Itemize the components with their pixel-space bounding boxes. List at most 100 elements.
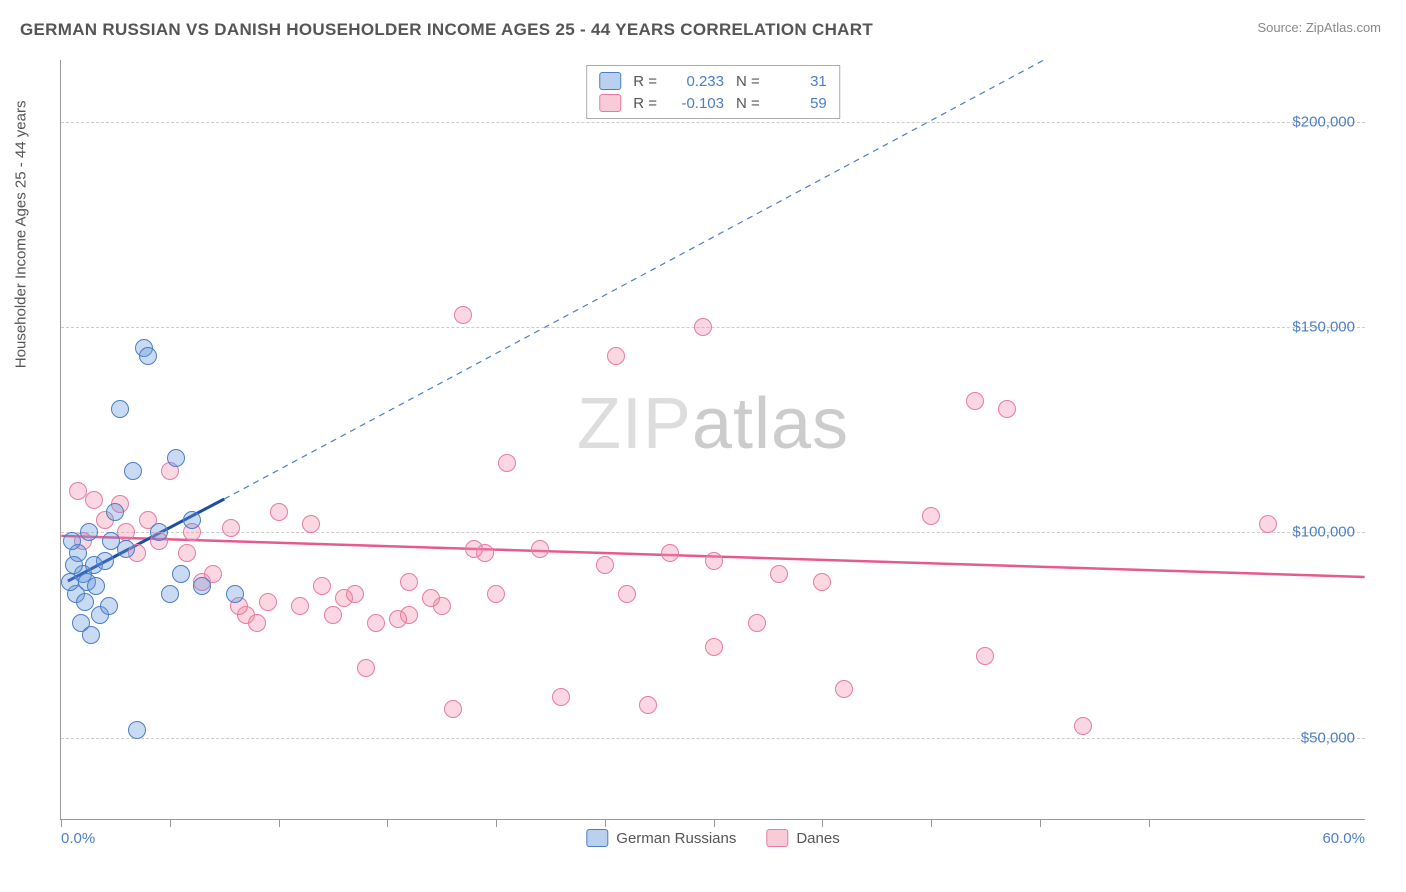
scatter-point bbox=[128, 721, 146, 739]
scatter-point bbox=[226, 585, 244, 603]
legend-swatch-pink-icon bbox=[766, 829, 788, 847]
scatter-point bbox=[487, 585, 505, 603]
stat-r-pink: -0.103 bbox=[669, 95, 724, 112]
scatter-point bbox=[813, 573, 831, 591]
stat-label-r: R = bbox=[633, 95, 657, 112]
scatter-point bbox=[85, 491, 103, 509]
stats-row-pink: R = -0.103 N = 59 bbox=[599, 92, 827, 114]
scatter-point bbox=[454, 306, 472, 324]
scatter-point bbox=[552, 688, 570, 706]
scatter-point bbox=[976, 647, 994, 665]
correlation-stats-box: R = 0.233 N = 31 R = -0.103 N = 59 bbox=[586, 65, 840, 119]
stat-n-blue: 31 bbox=[772, 73, 827, 90]
scatter-point bbox=[444, 700, 462, 718]
scatter-point bbox=[346, 585, 364, 603]
x-tick bbox=[61, 819, 62, 827]
stat-label-n: N = bbox=[736, 73, 760, 90]
scatter-point bbox=[100, 597, 118, 615]
scatter-point bbox=[124, 462, 142, 480]
scatter-point bbox=[922, 507, 940, 525]
x-tick bbox=[496, 819, 497, 827]
scatter-point bbox=[87, 577, 105, 595]
scatter-point bbox=[96, 552, 114, 570]
x-min-label: 0.0% bbox=[61, 830, 95, 847]
trend-lines-layer bbox=[61, 60, 1365, 819]
scatter-point bbox=[835, 680, 853, 698]
scatter-point bbox=[69, 482, 87, 500]
legend-label-pink: Danes bbox=[796, 830, 839, 847]
scatter-point bbox=[111, 400, 129, 418]
scatter-point bbox=[117, 540, 135, 558]
gridline bbox=[61, 532, 1365, 533]
scatter-point bbox=[596, 556, 614, 574]
watermark: ZIPatlas bbox=[577, 383, 849, 465]
y-tick-label: $150,000 bbox=[1292, 319, 1355, 336]
scatter-point bbox=[661, 544, 679, 562]
scatter-point bbox=[705, 552, 723, 570]
scatter-point bbox=[1074, 717, 1092, 735]
x-tick bbox=[387, 819, 388, 827]
scatter-point bbox=[80, 523, 98, 541]
scatter-point bbox=[270, 503, 288, 521]
legend-swatch-blue-icon bbox=[586, 829, 608, 847]
scatter-point bbox=[357, 659, 375, 677]
x-tick bbox=[931, 819, 932, 827]
scatter-point bbox=[61, 573, 79, 591]
scatter-point bbox=[998, 400, 1016, 418]
scatter-point bbox=[183, 511, 201, 529]
stat-n-pink: 59 bbox=[772, 95, 827, 112]
scatter-point bbox=[302, 515, 320, 533]
x-tick bbox=[714, 819, 715, 827]
scatter-point bbox=[139, 347, 157, 365]
scatter-point bbox=[178, 544, 196, 562]
scatter-point bbox=[222, 519, 240, 537]
scatter-point bbox=[1259, 515, 1277, 533]
gridline bbox=[61, 122, 1365, 123]
legend-item-pink: Danes bbox=[766, 829, 839, 847]
stat-r-blue: 0.233 bbox=[669, 73, 724, 90]
scatter-point bbox=[639, 696, 657, 714]
scatter-point bbox=[76, 593, 94, 611]
legend-item-blue: German Russians bbox=[586, 829, 736, 847]
stat-label-r: R = bbox=[633, 73, 657, 90]
x-max-label: 60.0% bbox=[1322, 830, 1365, 847]
swatch-pink-icon bbox=[599, 94, 621, 112]
scatter-point bbox=[498, 454, 516, 472]
scatter-point bbox=[531, 540, 549, 558]
scatter-point bbox=[161, 585, 179, 603]
gridline bbox=[61, 738, 1365, 739]
scatter-point bbox=[607, 347, 625, 365]
y-axis-title: Householder Income Ages 25 - 44 years bbox=[13, 100, 30, 368]
y-tick-label: $100,000 bbox=[1292, 524, 1355, 541]
scatter-point bbox=[259, 593, 277, 611]
scatter-point bbox=[291, 597, 309, 615]
chart-title: GERMAN RUSSIAN VS DANISH HOUSEHOLDER INC… bbox=[20, 20, 873, 40]
scatter-point bbox=[63, 532, 81, 550]
scatter-point bbox=[65, 556, 83, 574]
scatter-point bbox=[705, 638, 723, 656]
y-tick-label: $50,000 bbox=[1301, 729, 1355, 746]
y-tick-label: $200,000 bbox=[1292, 113, 1355, 130]
x-tick bbox=[279, 819, 280, 827]
scatter-point bbox=[367, 614, 385, 632]
source-attribution: Source: ZipAtlas.com bbox=[1257, 20, 1381, 35]
scatter-point bbox=[106, 503, 124, 521]
scatter-point bbox=[193, 577, 211, 595]
stats-row-blue: R = 0.233 N = 31 bbox=[599, 70, 827, 92]
scatter-point bbox=[422, 589, 440, 607]
scatter-point bbox=[313, 577, 331, 595]
x-tick bbox=[605, 819, 606, 827]
legend: German Russians Danes bbox=[586, 829, 839, 847]
x-tick bbox=[822, 819, 823, 827]
scatter-point bbox=[82, 626, 100, 644]
stat-label-n: N = bbox=[736, 95, 760, 112]
scatter-point bbox=[966, 392, 984, 410]
gridline bbox=[61, 327, 1365, 328]
scatter-point bbox=[618, 585, 636, 603]
scatter-point bbox=[172, 565, 190, 583]
x-tick bbox=[170, 819, 171, 827]
x-tick bbox=[1040, 819, 1041, 827]
x-tick bbox=[1149, 819, 1150, 827]
swatch-blue-icon bbox=[599, 72, 621, 90]
scatter-point bbox=[770, 565, 788, 583]
